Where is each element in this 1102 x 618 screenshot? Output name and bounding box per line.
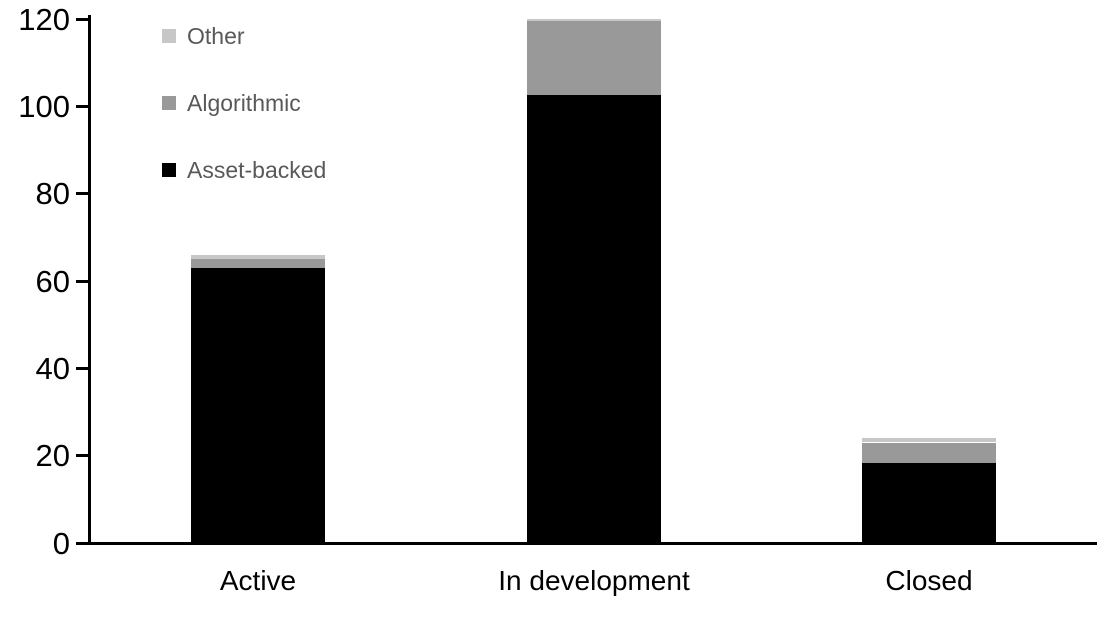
y-axis-tick bbox=[76, 192, 88, 195]
y-axis-tick bbox=[76, 105, 88, 108]
y-axis-tick bbox=[76, 542, 88, 545]
legend-item: Asset-backed bbox=[162, 155, 326, 185]
y-axis-tick-label: 20 bbox=[35, 438, 70, 473]
y-axis-tick-label: 120 bbox=[18, 2, 70, 37]
y-axis-tick-label: 60 bbox=[35, 264, 70, 299]
legend-swatch-icon bbox=[162, 29, 176, 43]
x-axis-label: Active bbox=[219, 565, 297, 596]
bar-segment-algorithmic bbox=[191, 259, 325, 268]
x-axis-label: In development bbox=[498, 565, 690, 596]
y-axis-tick-label: 80 bbox=[35, 176, 70, 211]
y-axis-tick bbox=[76, 454, 88, 457]
legend-label: Asset-backed bbox=[187, 157, 327, 183]
bar-segment-asset-backed bbox=[862, 462, 996, 543]
x-axis-label: Closed bbox=[885, 565, 973, 596]
legend-item: Algorithmic bbox=[162, 88, 326, 118]
bar-segment-other bbox=[527, 19, 661, 21]
bar-segment-algorithmic bbox=[862, 443, 996, 463]
bar-segment-asset-backed bbox=[191, 268, 325, 543]
bar-segment-other bbox=[862, 438, 996, 442]
legend-swatch-icon bbox=[162, 163, 176, 177]
bar-segment-algorithmic bbox=[527, 21, 661, 95]
y-axis-tick-label: 0 bbox=[52, 526, 70, 561]
x-axis-line bbox=[88, 542, 1097, 545]
y-axis-tick-label: 40 bbox=[35, 351, 70, 386]
legend-label: Algorithmic bbox=[187, 90, 301, 116]
legend-label: Other bbox=[187, 23, 245, 49]
legend-item: Other bbox=[162, 21, 326, 51]
y-axis-tick-label: 100 bbox=[18, 89, 70, 124]
y-axis-tick bbox=[76, 18, 88, 21]
y-axis-tick bbox=[76, 367, 88, 370]
legend: Other Algorithmic Asset-backed bbox=[162, 21, 326, 222]
bar-segment-asset-backed bbox=[527, 95, 661, 543]
legend-swatch-icon bbox=[162, 96, 176, 110]
bar-segment-other bbox=[191, 255, 325, 259]
y-axis-line bbox=[88, 15, 91, 545]
y-axis-tick bbox=[76, 280, 88, 283]
